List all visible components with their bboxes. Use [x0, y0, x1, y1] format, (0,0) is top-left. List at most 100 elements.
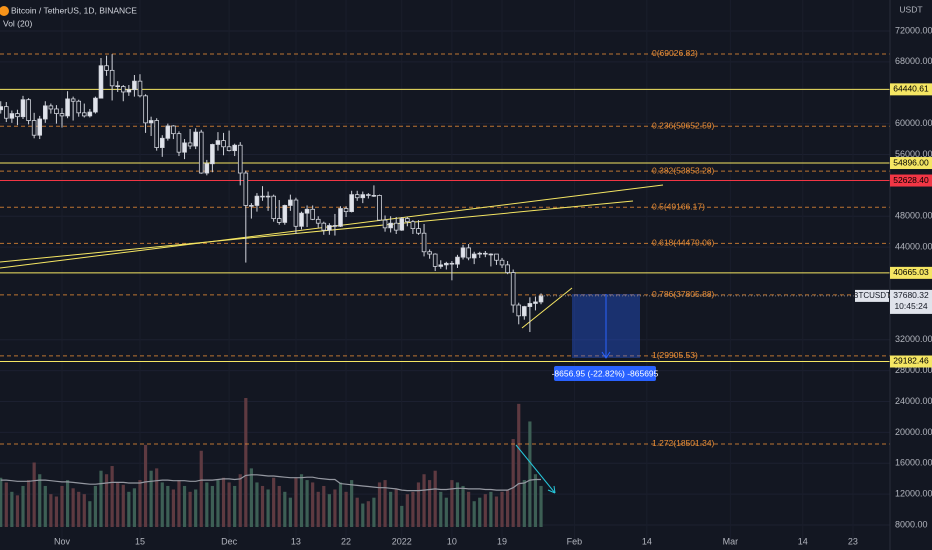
volume-bar: [21, 485, 25, 527]
y-tick-label: 16000.00: [895, 458, 932, 468]
arrow-line: [515, 444, 556, 494]
volume-bar: [416, 482, 421, 527]
candle-body: [137, 80, 143, 97]
volume-bar: [127, 491, 131, 527]
volume-bar: [32, 462, 36, 527]
volume-bar: [355, 497, 359, 527]
volume-bar: [522, 480, 526, 527]
candle-body: [494, 253, 499, 261]
candle-body: [471, 253, 477, 259]
level-price-label: 64440.61: [893, 84, 929, 94]
volume-bar: [227, 482, 231, 527]
candle-body: [193, 131, 198, 147]
candle-body: [327, 225, 332, 231]
x-tick-label: Mar: [723, 536, 739, 546]
volume-bar: [272, 477, 276, 527]
candle-body: [26, 99, 31, 121]
candle-body: [226, 146, 232, 152]
candle-body: [9, 113, 15, 119]
volume-bar: [260, 485, 265, 527]
candle-body: [349, 194, 354, 213]
indicator-title: Vol (20): [3, 18, 32, 28]
candle-body: [59, 113, 65, 117]
candle-body: [176, 133, 182, 153]
measure-label-box: [554, 366, 656, 381]
candle-body: [499, 259, 505, 266]
volume-bar: [171, 489, 175, 527]
candle-body: [516, 304, 522, 317]
candle-body: [288, 199, 293, 206]
volume-bar: [221, 477, 226, 527]
volume-bar: [93, 485, 98, 527]
candle-body: [416, 228, 421, 234]
candle-body: [76, 100, 82, 114]
volume-bar: [210, 485, 214, 527]
volume-pane: [0, 398, 543, 527]
fib-level-label: 0.786(37805.88): [652, 289, 715, 299]
level-price-box: [890, 83, 932, 96]
candle-body: [0, 106, 4, 111]
candle-body: [4, 106, 9, 119]
candle-body: [427, 251, 432, 255]
candle-body: [282, 205, 288, 223]
ticker-box: [855, 289, 889, 302]
candle-body: [293, 199, 299, 227]
measure-arrow-head: [601, 351, 611, 359]
x-tick-label: 15: [135, 536, 145, 546]
y-tick-label: 48000.00: [895, 211, 932, 221]
volume-bar: [216, 480, 220, 527]
ticker-label: BTCUSDT: [853, 291, 891, 300]
volume-bar: [238, 474, 242, 527]
candle-body: [237, 144, 243, 174]
fib-level-label: 0(69026.82): [652, 48, 698, 58]
candle-body: [538, 295, 544, 303]
candle-body: [310, 208, 315, 220]
level-price-label: 29182.46: [893, 356, 929, 366]
candle-body: [299, 212, 304, 227]
candle-body: [165, 125, 171, 139]
fib-level-label: 0.236(59652.59): [652, 121, 715, 131]
grid: [0, 30, 890, 526]
volume-bar: [104, 474, 109, 527]
volume-bar: [143, 444, 148, 527]
level-price-box: [890, 355, 932, 368]
volume-bar: [528, 421, 532, 527]
x-tick-label: 2022: [392, 536, 412, 546]
y-tick-label: 28000.00: [895, 365, 932, 375]
fib-level-label: 1.272(18501.34): [652, 438, 715, 448]
volume-bar: [26, 480, 31, 527]
volume-bar: [0, 477, 3, 527]
candle-body: [527, 303, 533, 307]
volume-bar: [372, 497, 376, 527]
candle-body: [338, 208, 343, 227]
candle-body: [321, 222, 327, 231]
volume-bar: [428, 480, 432, 527]
level-price-label: 52628.40: [893, 175, 929, 185]
volume-bar: [205, 482, 209, 527]
y-tick-label: 60000.00: [895, 118, 932, 128]
volume-bar: [294, 477, 298, 527]
y-tick-label: 32000.00: [895, 334, 932, 344]
candle-body: [533, 301, 538, 304]
volume-bar: [517, 403, 521, 527]
x-tick-label: 22: [341, 536, 351, 546]
volume-bar: [450, 480, 454, 527]
horizontal-levels: [0, 88, 890, 362]
volume-bar: [455, 482, 460, 527]
volume-bar: [333, 489, 337, 527]
candle-body: [31, 120, 37, 136]
volume-bar: [10, 491, 14, 527]
candle-body: [115, 85, 121, 88]
candle-body: [70, 98, 76, 102]
candle-body: [388, 222, 393, 229]
volume-bar: [533, 474, 538, 527]
candle-body: [198, 131, 204, 174]
volume-bar: [327, 494, 331, 527]
volume-bar: [182, 485, 187, 527]
volume-bar: [199, 450, 203, 527]
arrow-head: [547, 485, 556, 494]
candle-body: [65, 98, 70, 117]
candle-body: [399, 218, 405, 231]
candle-body: [215, 140, 221, 145]
